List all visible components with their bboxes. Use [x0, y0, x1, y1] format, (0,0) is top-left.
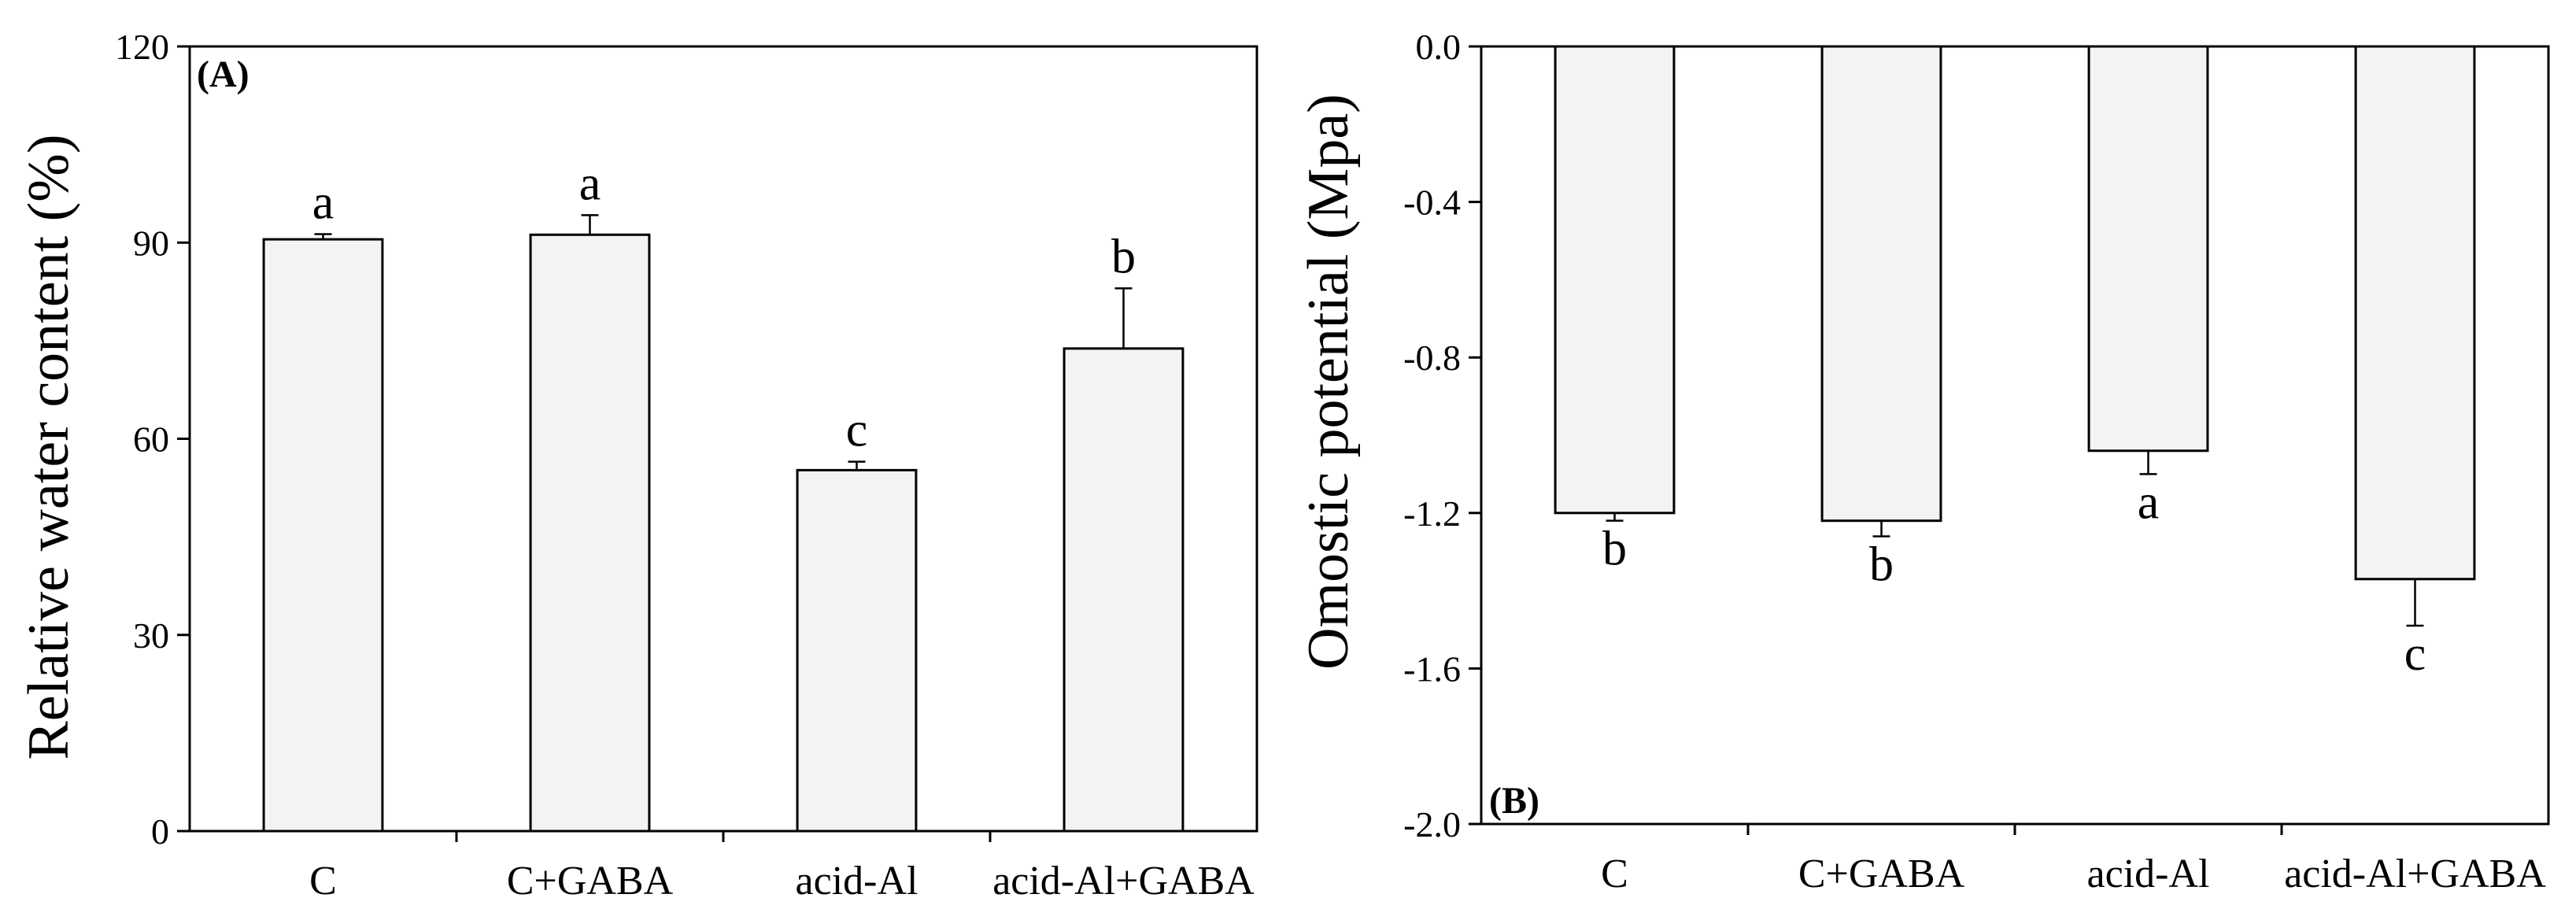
panel-label: (A) — [197, 54, 249, 95]
error-bar — [581, 214, 599, 235]
x-tick-label: C+GABA — [507, 859, 674, 903]
bar — [1820, 45, 1942, 523]
y-tick-label: -0.4 — [1403, 183, 1461, 223]
bar — [262, 238, 384, 833]
x-tick-label: C — [309, 859, 337, 903]
significance-label: c — [846, 404, 868, 457]
y-tick-label: 30 — [133, 615, 169, 656]
significance-label: b — [1602, 523, 1627, 576]
plot-frame — [1480, 45, 2550, 826]
y-axis-title: Omostic potential (Mpa) — [1296, 94, 1361, 670]
error-bar — [314, 233, 332, 240]
x-tick-label: acid-Al — [2087, 852, 2210, 896]
bar — [796, 468, 918, 833]
bars: b b a c — [1554, 45, 2476, 681]
x-axis: C C+GABA acid-Al acid-Al+GABA — [309, 831, 1255, 903]
significance-label: b — [1869, 538, 1894, 591]
significance-label: c — [2404, 627, 2426, 681]
panel-label: (B) — [1489, 780, 1539, 822]
bar — [2087, 45, 2209, 453]
y-tick-label: -0.8 — [1403, 338, 1461, 378]
bars: a a c b — [262, 157, 1185, 833]
y-tick-label: 90 — [133, 223, 169, 263]
error-bar — [1606, 512, 1624, 522]
y-tick-label: 60 — [133, 419, 169, 460]
significance-label: a — [312, 176, 334, 229]
error-bar — [1114, 287, 1133, 349]
y-tick-label: 120 — [115, 27, 169, 67]
x-tick-label: C+GABA — [1798, 852, 1965, 896]
x-tick-label: acid-Al — [796, 859, 918, 903]
y-tick-label: -1.6 — [1403, 648, 1461, 689]
x-axis: C C+GABA acid-Al acid-Al+GABA — [1601, 824, 2546, 896]
y-tick-label: 0.0 — [1416, 27, 1462, 67]
bar — [529, 233, 651, 833]
x-tick-label: acid-Al+GABA — [992, 859, 1255, 903]
chart-panel-b: Omostic potential (Mpa) 0.0 -0.4 -0.8 -1.2 -… — [1296, 27, 2550, 896]
significance-label: a — [2138, 475, 2160, 529]
x-tick-label: C — [1601, 852, 1628, 896]
y-axis-title: Relative water content (%) — [17, 134, 81, 759]
error-bar — [848, 460, 866, 471]
y-tick-label: 0 — [151, 811, 169, 852]
significance-label: a — [579, 157, 601, 210]
bar — [2354, 45, 2476, 581]
significance-label: b — [1111, 230, 1136, 283]
plot-frame — [188, 45, 1258, 833]
y-axis: 0 30 60 90 120 — [115, 27, 190, 852]
y-axis: 0.0 -0.4 -0.8 -1.2 -1.6 -2.0 — [1403, 27, 1481, 844]
bar — [1063, 347, 1185, 833]
x-tick-label: acid-Al+GABA — [2284, 852, 2546, 896]
y-tick-label: -2.0 — [1403, 804, 1461, 844]
error-bar — [2139, 450, 2157, 475]
y-tick-label: -1.2 — [1403, 493, 1461, 534]
error-bar — [1872, 520, 1890, 538]
bar — [1554, 45, 1676, 515]
error-bar — [2406, 578, 2424, 627]
